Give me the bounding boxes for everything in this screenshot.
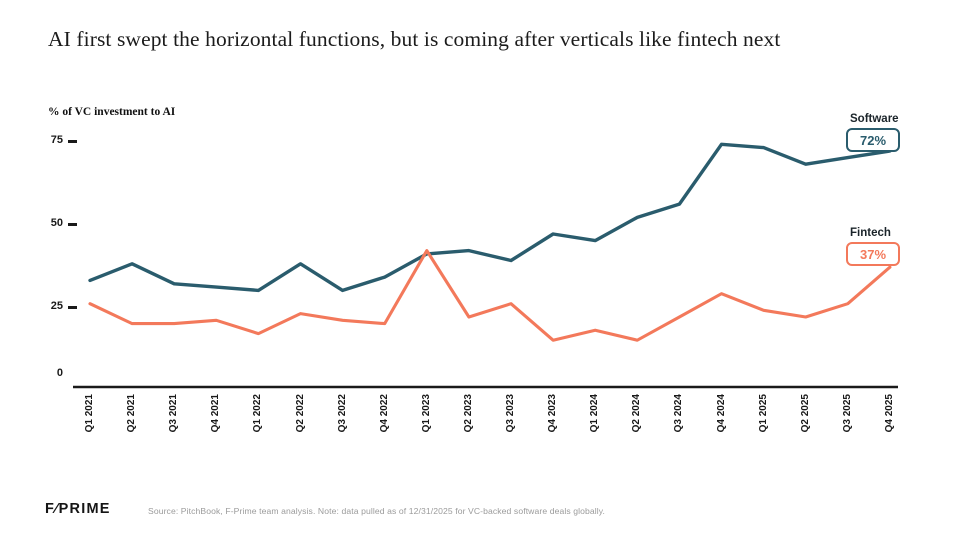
y-tick-label: 0	[56, 367, 63, 379]
x-tick-label: Q3 2025	[841, 394, 853, 433]
y-tick-mark	[68, 305, 77, 309]
y-tick-mark	[68, 222, 77, 226]
y-tick-mark	[68, 139, 77, 143]
x-tick-label: Q2 2021	[126, 394, 138, 433]
software-series-label: Software	[850, 113, 899, 125]
fintech-latest-value-badge: 37%	[846, 242, 900, 266]
slide-title: AI first swept the horizontal functions,…	[48, 27, 781, 51]
software-latest-value-badge: 72%	[846, 128, 900, 152]
y-tick-label: 25	[50, 300, 63, 312]
x-tick-label: Q4 2025	[883, 394, 895, 433]
x-tick-label: Q2 2023	[462, 394, 474, 433]
x-tick-label: Q1 2022	[252, 394, 264, 433]
x-tick-label: Q1 2024	[589, 394, 601, 433]
source-note: Source: PitchBook, F-Prime team analysis…	[148, 506, 606, 516]
x-tick-label: Q4 2022	[378, 394, 390, 433]
x-tick-label: Q1 2025	[757, 394, 769, 433]
x-tick-label: Q2 2022	[294, 394, 306, 433]
x-tick-label: Q2 2024	[631, 394, 643, 433]
x-tick-label: Q1 2021	[84, 394, 95, 433]
x-tick-label: Q3 2024	[673, 394, 685, 433]
x-tick-label: Q4 2023	[547, 394, 559, 433]
chart-y-axis-title: % of VC investment to AI	[48, 106, 176, 118]
series-line-software	[88, 142, 892, 293]
x-tick-label: Q4 2021	[210, 394, 222, 433]
x-tick-label: Q3 2022	[336, 394, 348, 433]
x-tick-label: Q2 2025	[799, 394, 811, 433]
x-tick-label: Q1 2023	[420, 394, 432, 433]
y-tick-label: 75	[50, 134, 63, 146]
x-tick-label: Q3 2021	[168, 394, 180, 433]
y-tick-label: 50	[50, 217, 63, 229]
fintech-series-label: Fintech	[850, 227, 891, 239]
fprime-logo: F⁄PRIME	[45, 501, 111, 517]
series-line-fintech	[88, 249, 892, 342]
x-tick-label: Q4 2024	[715, 394, 727, 433]
x-tick-label: Q3 2023	[505, 394, 516, 433]
